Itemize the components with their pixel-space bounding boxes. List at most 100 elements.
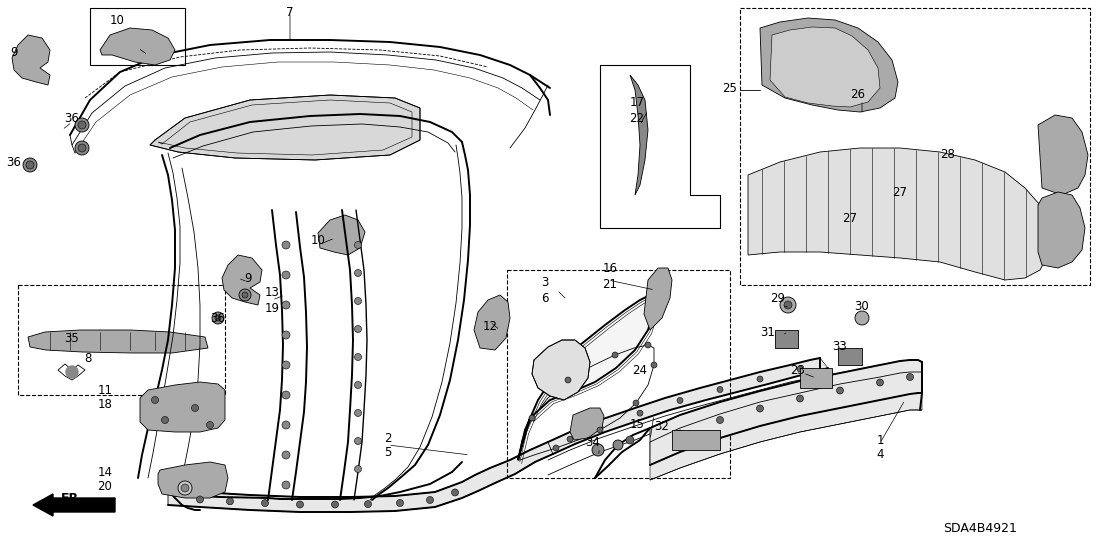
Text: 30: 30 <box>854 300 870 312</box>
Circle shape <box>837 387 843 394</box>
Circle shape <box>626 436 634 444</box>
Text: 36: 36 <box>211 311 225 325</box>
Polygon shape <box>168 442 553 512</box>
Circle shape <box>355 466 361 472</box>
Circle shape <box>226 498 234 505</box>
Polygon shape <box>158 462 228 498</box>
Text: 32: 32 <box>655 420 669 434</box>
Circle shape <box>645 342 652 348</box>
Text: 35: 35 <box>64 331 80 345</box>
Circle shape <box>283 421 290 429</box>
Circle shape <box>451 489 459 496</box>
Circle shape <box>355 437 361 445</box>
Polygon shape <box>644 268 671 330</box>
Polygon shape <box>630 75 648 195</box>
Circle shape <box>355 353 361 361</box>
Circle shape <box>797 395 803 402</box>
Text: FR.: FR. <box>61 492 83 504</box>
Polygon shape <box>519 295 654 460</box>
Circle shape <box>23 158 37 172</box>
Polygon shape <box>748 148 1048 280</box>
Polygon shape <box>222 255 261 305</box>
Text: 9: 9 <box>10 45 18 59</box>
Text: 13: 13 <box>265 285 279 299</box>
Text: 10: 10 <box>110 13 124 27</box>
Circle shape <box>613 440 623 450</box>
Text: 25: 25 <box>722 81 738 95</box>
Circle shape <box>717 416 724 424</box>
Text: 15: 15 <box>629 419 645 431</box>
Text: 7: 7 <box>286 6 294 18</box>
Text: 36: 36 <box>64 112 80 124</box>
Text: 27: 27 <box>893 185 907 199</box>
Circle shape <box>283 391 290 399</box>
Circle shape <box>355 326 361 332</box>
Circle shape <box>757 405 763 412</box>
Circle shape <box>66 366 78 378</box>
Circle shape <box>717 387 724 393</box>
Circle shape <box>652 362 657 368</box>
Text: 3: 3 <box>542 275 548 289</box>
Text: 11: 11 <box>98 383 113 397</box>
Polygon shape <box>318 215 365 255</box>
Circle shape <box>215 315 220 321</box>
Circle shape <box>242 292 248 298</box>
Text: 9: 9 <box>244 272 252 284</box>
Circle shape <box>906 373 913 380</box>
Circle shape <box>567 436 573 442</box>
Circle shape <box>283 331 290 339</box>
Text: 27: 27 <box>842 211 858 225</box>
Polygon shape <box>12 35 50 85</box>
Text: 8: 8 <box>84 352 92 364</box>
Circle shape <box>162 416 168 424</box>
Circle shape <box>283 271 290 279</box>
Text: 24: 24 <box>633 363 647 377</box>
Circle shape <box>784 301 792 309</box>
Circle shape <box>297 501 304 508</box>
Circle shape <box>677 398 683 404</box>
Circle shape <box>355 382 361 389</box>
Circle shape <box>25 161 34 169</box>
Text: 18: 18 <box>98 399 112 411</box>
Circle shape <box>876 379 883 386</box>
Circle shape <box>797 366 803 372</box>
Circle shape <box>75 141 89 155</box>
Circle shape <box>331 501 339 508</box>
Circle shape <box>75 118 89 132</box>
Circle shape <box>283 301 290 309</box>
Text: 14: 14 <box>98 466 113 478</box>
Polygon shape <box>770 27 880 107</box>
FancyArrow shape <box>33 494 115 516</box>
Polygon shape <box>548 358 828 454</box>
Text: 16: 16 <box>603 262 617 274</box>
Text: 2: 2 <box>384 431 392 445</box>
Circle shape <box>565 377 571 383</box>
Polygon shape <box>800 368 832 388</box>
Circle shape <box>855 311 869 325</box>
Circle shape <box>192 404 198 411</box>
Circle shape <box>592 444 604 456</box>
Circle shape <box>677 430 684 437</box>
Text: SDA4B4921: SDA4B4921 <box>943 521 1017 535</box>
Circle shape <box>152 397 158 404</box>
Circle shape <box>78 144 86 152</box>
Text: 31: 31 <box>760 326 776 338</box>
Circle shape <box>633 400 639 406</box>
Circle shape <box>261 499 268 507</box>
Polygon shape <box>150 95 420 160</box>
Polygon shape <box>100 28 175 65</box>
Polygon shape <box>774 330 798 348</box>
Text: 12: 12 <box>482 320 497 332</box>
Circle shape <box>612 352 618 358</box>
Polygon shape <box>474 295 510 350</box>
Circle shape <box>355 242 361 248</box>
Text: 19: 19 <box>265 301 279 315</box>
Polygon shape <box>140 382 225 432</box>
Text: 33: 33 <box>832 340 848 352</box>
Circle shape <box>397 499 403 507</box>
Circle shape <box>196 496 204 503</box>
Circle shape <box>780 297 796 313</box>
Polygon shape <box>28 330 208 353</box>
Circle shape <box>355 298 361 305</box>
Text: 17: 17 <box>629 96 645 108</box>
